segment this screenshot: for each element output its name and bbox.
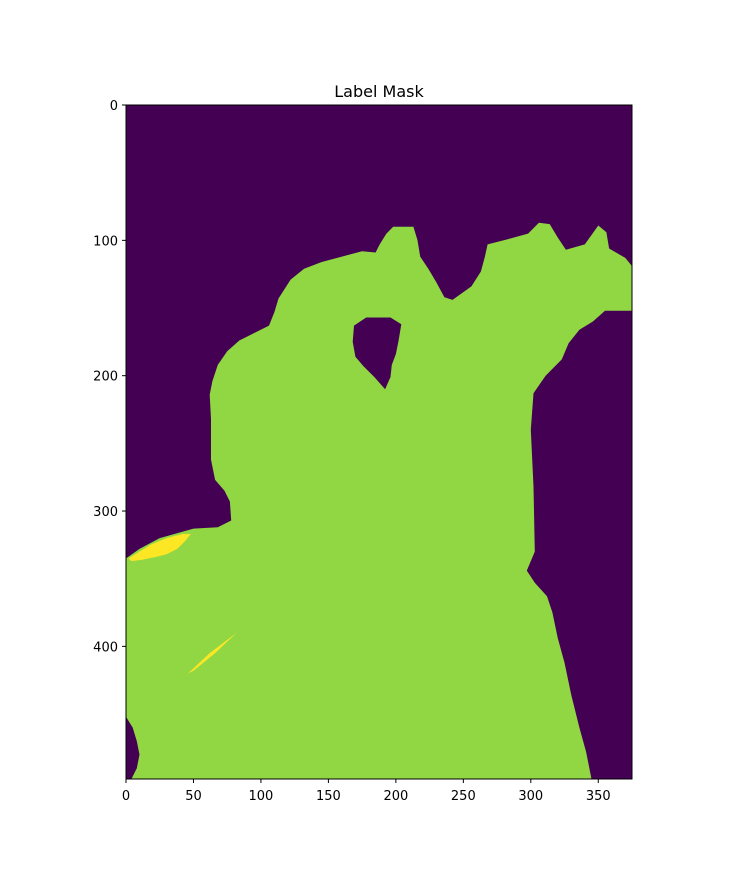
y-axis: 0 100 200 300 400 <box>93 99 126 655</box>
plot-area <box>126 105 632 779</box>
y-tick-label: 200 <box>93 370 118 385</box>
mask-region-4-class-2 <box>188 632 237 674</box>
x-tick-label: 350 <box>586 789 611 804</box>
y-tick-label: 100 <box>93 234 118 249</box>
x-tick-label: 200 <box>383 789 408 804</box>
y-tick-label: 300 <box>93 505 118 520</box>
x-tick-label: 150 <box>316 789 341 804</box>
mask-region-3-class-2 <box>128 534 191 562</box>
y-tick-label: 0 <box>110 99 118 114</box>
chart-title: Label Mask <box>334 82 424 101</box>
x-axis: 0 50 100 150 200 250 300 350 <box>122 779 611 804</box>
x-tick-label: 50 <box>185 789 202 804</box>
mask-region-1-class-0 <box>352 317 402 390</box>
mask-region-2-class-0 <box>126 716 140 779</box>
y-tick-label: 400 <box>93 640 118 655</box>
mask-region-0-class-1 <box>126 222 632 779</box>
x-tick-label: 100 <box>249 789 274 804</box>
x-tick-label: 250 <box>451 789 476 804</box>
x-tick-label: 0 <box>122 789 130 804</box>
axes-frame <box>125 104 633 780</box>
x-tick-label: 300 <box>518 789 543 804</box>
